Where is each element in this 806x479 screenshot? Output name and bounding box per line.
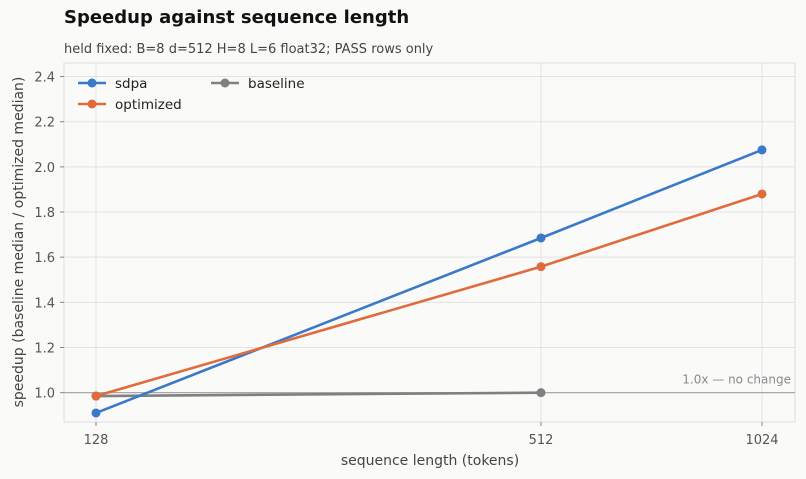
y-tick-label: 1.2 <box>34 341 55 356</box>
y-tick-label: 2.4 <box>34 71 55 86</box>
y-tick-label: 1.4 <box>34 296 55 311</box>
data-point-optimized <box>536 262 546 272</box>
chart-subtitle: held fixed: B=8 d=512 H=8 L=6 float32; P… <box>64 42 434 57</box>
data-point-optimized <box>91 391 101 401</box>
legend-marker-sdpa <box>87 78 97 88</box>
chart-title: Speedup against sequence length <box>64 7 410 28</box>
legend-marker-optimized <box>87 99 97 109</box>
data-point-sdpa <box>757 145 767 155</box>
y-tick-label: 2.2 <box>34 116 55 131</box>
y-tick-label: 1.8 <box>34 206 55 221</box>
data-point-baseline <box>536 388 546 398</box>
data-point-sdpa <box>91 408 101 418</box>
series-lines <box>91 145 767 418</box>
legend-marker-baseline <box>220 78 230 88</box>
axes: 1.0 1.2 1.4 1.6 1.8 2.0 2.2 2.4 128 512 1024 <box>34 71 778 448</box>
legend-label-optimized: optimized <box>115 97 182 113</box>
y-tick-label: 1.6 <box>34 251 55 266</box>
y-tick-label: 2.0 <box>34 161 55 176</box>
x-tick-label: 1024 <box>745 433 778 448</box>
legend-label-sdpa: sdpa <box>115 76 147 92</box>
plot-area <box>63 62 796 423</box>
legend: sdpa optimized baseline <box>78 76 305 113</box>
x-tick-label: 128 <box>84 433 109 448</box>
x-axis-label: sequence length (tokens) <box>341 453 519 469</box>
data-point-optimized <box>757 189 767 199</box>
data-point-sdpa <box>536 233 546 243</box>
legend-label-baseline: baseline <box>248 76 305 92</box>
series-line-baseline <box>95 391 542 398</box>
y-axis-label: speedup (baseline median / optimized med… <box>11 77 27 408</box>
reference-line-label: 1.0x — no change <box>682 373 791 387</box>
y-tick-label: 1.0 <box>34 387 55 402</box>
x-tick-label: 512 <box>529 433 554 448</box>
grid <box>64 63 795 422</box>
